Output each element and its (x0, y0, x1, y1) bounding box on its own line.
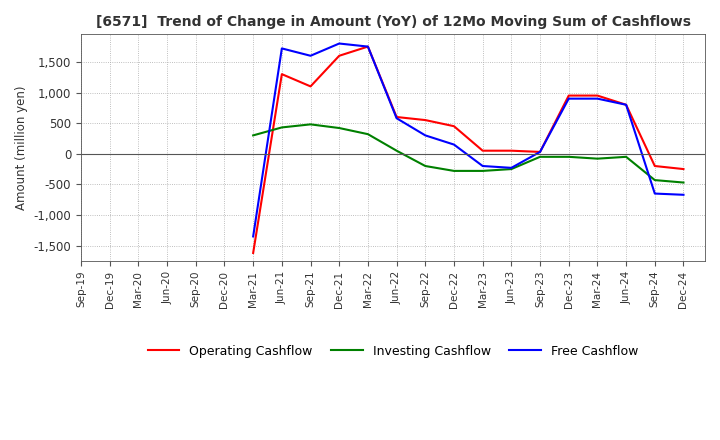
Free Cashflow (421, 133, 430, 138)
Investing Cashflow (478, 168, 487, 173)
Investing Cashflow (335, 125, 343, 131)
Operating Cashflow (364, 44, 372, 49)
Free Cashflow (564, 96, 573, 101)
Operating Cashflow (421, 117, 430, 123)
Free Cashflow (335, 41, 343, 46)
Legend: Operating Cashflow, Investing Cashflow, Free Cashflow: Operating Cashflow, Investing Cashflow, … (143, 340, 643, 363)
Investing Cashflow (650, 177, 659, 183)
Operating Cashflow (277, 72, 286, 77)
Investing Cashflow (277, 125, 286, 130)
Investing Cashflow (564, 154, 573, 159)
Free Cashflow (364, 44, 372, 49)
Investing Cashflow (450, 168, 459, 173)
Free Cashflow (277, 46, 286, 51)
Operating Cashflow (392, 114, 401, 120)
Free Cashflow (306, 53, 315, 59)
Operating Cashflow (593, 93, 602, 98)
Investing Cashflow (507, 166, 516, 172)
Operating Cashflow (249, 250, 258, 256)
Title: [6571]  Trend of Change in Amount (YoY) of 12Mo Moving Sum of Cashflows: [6571] Trend of Change in Amount (YoY) o… (96, 15, 690, 29)
Investing Cashflow (249, 133, 258, 138)
Free Cashflow (478, 163, 487, 169)
Investing Cashflow (679, 180, 688, 185)
Free Cashflow (249, 234, 258, 239)
Operating Cashflow (622, 102, 631, 107)
Investing Cashflow (364, 132, 372, 137)
Investing Cashflow (622, 154, 631, 159)
Free Cashflow (650, 191, 659, 196)
Investing Cashflow (593, 156, 602, 161)
Free Cashflow (593, 96, 602, 101)
Free Cashflow (536, 149, 544, 154)
Operating Cashflow (679, 166, 688, 172)
Investing Cashflow (392, 148, 401, 153)
Operating Cashflow (564, 93, 573, 98)
Investing Cashflow (536, 154, 544, 159)
Free Cashflow (622, 102, 631, 107)
Operating Cashflow (507, 148, 516, 153)
Investing Cashflow (306, 122, 315, 127)
Operating Cashflow (478, 148, 487, 153)
Free Cashflow (679, 192, 688, 198)
Line: Free Cashflow: Free Cashflow (253, 44, 683, 236)
Operating Cashflow (650, 163, 659, 169)
Operating Cashflow (335, 53, 343, 59)
Free Cashflow (392, 116, 401, 121)
Operating Cashflow (536, 149, 544, 154)
Free Cashflow (450, 142, 459, 147)
Operating Cashflow (450, 124, 459, 129)
Operating Cashflow (306, 84, 315, 89)
Line: Operating Cashflow: Operating Cashflow (253, 47, 683, 253)
Free Cashflow (507, 165, 516, 170)
Investing Cashflow (421, 163, 430, 169)
Line: Investing Cashflow: Investing Cashflow (253, 125, 683, 183)
Y-axis label: Amount (million yen): Amount (million yen) (15, 85, 28, 210)
